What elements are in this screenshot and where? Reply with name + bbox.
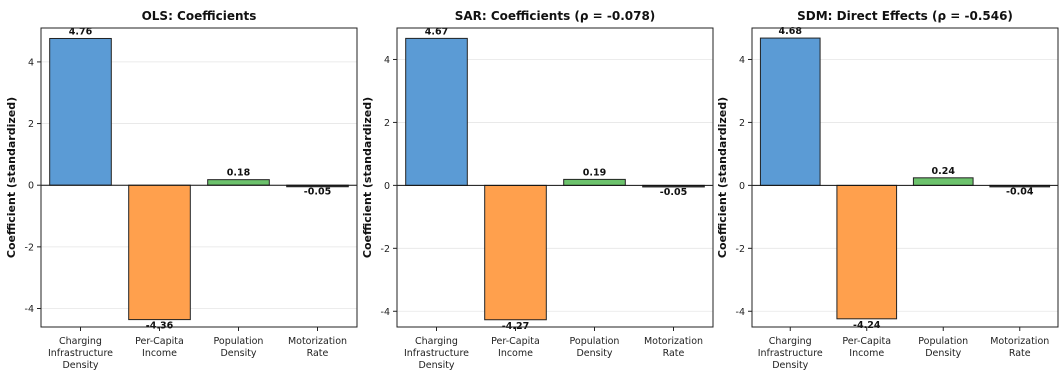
y-tick-label: 2 — [739, 118, 745, 129]
data-label: -4.24 — [853, 320, 881, 331]
y-tick-label: 2 — [384, 118, 390, 129]
bar-1 — [49, 37, 112, 186]
data-label: -0.05 — [660, 187, 687, 198]
x-tick-label: Per-Capita Income — [135, 336, 184, 359]
y-tick-label: 0 — [28, 181, 34, 192]
x-tick-label: Population Density — [214, 336, 264, 359]
y-tick-label: -4 — [25, 304, 34, 315]
x-tick-label: Charging Infrastructure Density — [48, 336, 113, 371]
data-label: 4.68 — [779, 26, 803, 37]
y-tick-label: -4 — [381, 307, 390, 318]
bar-2 — [836, 184, 898, 320]
bar-3 — [912, 177, 974, 186]
y-axis-label: Coefficient (standardized) — [361, 97, 374, 258]
x-tick-label: Population Density — [918, 336, 968, 359]
data-label: 0.24 — [932, 166, 956, 177]
x-tick-label: Motorization Rate — [288, 336, 347, 359]
chart-title: SDM: Direct Effects (ρ = -0.546) — [797, 9, 1013, 23]
x-tick-label: Charging Infrastructure Density — [758, 336, 823, 371]
x-tick-label: Per-Capita Income — [491, 336, 540, 359]
chart-panel-3: 4.68 -4.24 0.24 -0.04 -4 -2 0 2 4 Charging Infrast… — [716, 9, 1059, 371]
chart-title: SAR: Coefficients (ρ = -0.078) — [455, 9, 656, 23]
chart-panel-2: 4.67 -4.27 0.19 -0.05 -4 -2 0 2 4 Charging Infrast… — [361, 9, 714, 371]
chart-panel-1: 4.76 -4.36 0.18 -0.05 -4 -2 0 2 4 Charging Infrast… — [5, 9, 358, 371]
bar-3 — [207, 179, 270, 186]
y-tick-label: -2 — [381, 244, 390, 255]
y-tick-label: 0 — [384, 181, 390, 192]
x-tick-label: Charging Infrastructure Density — [404, 336, 469, 371]
y-axis-label: Coefficient (standardized) — [716, 97, 729, 258]
x-tick-label: Motorization Rate — [990, 336, 1049, 359]
plot-frame — [40, 27, 358, 328]
bar-3 — [563, 178, 626, 186]
y-tick-label: 4 — [739, 55, 745, 66]
y-tick-label: -2 — [25, 242, 34, 253]
bar-1 — [759, 37, 821, 186]
bar-2 — [128, 184, 191, 321]
y-axis-label: Coefficient (standardized) — [5, 97, 18, 258]
bar-2 — [484, 184, 547, 321]
y-tick-label: 2 — [28, 119, 34, 130]
plot-frame — [751, 27, 1059, 328]
data-label: -0.04 — [1006, 187, 1034, 198]
data-label: -4.36 — [146, 321, 174, 332]
y-tick-label: -2 — [736, 244, 745, 255]
x-tick-label: Motorization Rate — [644, 336, 703, 359]
y-tick-label: 4 — [28, 57, 34, 68]
y-tick-label: 0 — [739, 181, 745, 192]
data-label: 4.76 — [69, 26, 93, 37]
data-label: -0.05 — [304, 187, 331, 198]
plot-frame — [396, 27, 714, 328]
bar-1 — [405, 37, 468, 186]
x-tick-label: Population Density — [570, 336, 620, 359]
data-label: -4.27 — [502, 321, 529, 332]
data-label: 0.18 — [227, 168, 251, 179]
y-tick-label: -4 — [736, 307, 745, 318]
y-tick-label: 4 — [384, 55, 390, 66]
chart-title: OLS: Coefficients — [142, 9, 257, 23]
x-tick-label: Per-Capita Income — [842, 336, 891, 359]
data-label: 4.67 — [425, 26, 448, 37]
data-label: 0.19 — [583, 167, 606, 178]
